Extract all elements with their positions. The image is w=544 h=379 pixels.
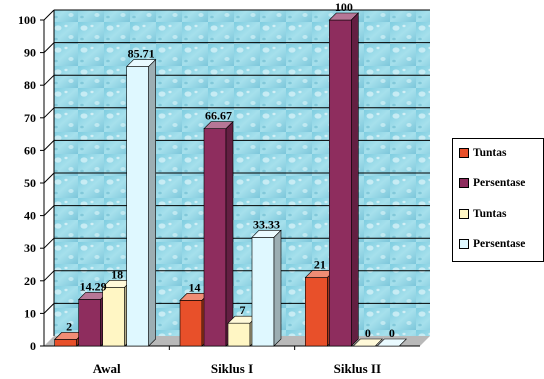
x-category-label: Awal (93, 361, 121, 376)
bars (53, 12, 408, 347)
y-tick-label: 50 (24, 176, 36, 190)
y-tick-label: 80 (24, 78, 36, 92)
data-label: 21 (314, 258, 326, 272)
bar-side (225, 120, 234, 347)
legend-item-2: Persentase (459, 175, 525, 191)
bar-side (351, 12, 359, 347)
gridline-side (43, 140, 55, 151)
bar-top (352, 338, 384, 347)
y-tick-label: 70 (24, 111, 36, 125)
data-label: 85.71 (128, 47, 155, 61)
x-category-label: Siklus II (334, 361, 381, 376)
bar (78, 299, 101, 347)
data-label: 66.67 (205, 109, 232, 123)
y-tick-labels: 0 10 20 30 40 50 60 70 80 90 100 (18, 13, 36, 353)
gridline-side (43, 270, 55, 282)
legend-label-3: Tuntas (473, 208, 507, 220)
y-tick-label: 20 (24, 274, 36, 288)
x-category-labels: Awal Siklus I Siklus II (93, 361, 381, 376)
legend-swatch-1 (459, 148, 469, 158)
x-category-label: Siklus I (211, 361, 253, 376)
legend-label-4: Persentase (473, 238, 526, 250)
data-label: 14.29 (80, 279, 107, 293)
bar-side (148, 58, 156, 347)
bar (54, 339, 77, 347)
y-tick-label: 90 (24, 46, 36, 60)
data-label: 0 (389, 326, 395, 340)
legend-item-3: Tuntas (459, 206, 506, 222)
legend-label-2: Persentase (473, 177, 526, 189)
bar (179, 300, 203, 347)
bar (227, 322, 251, 347)
bar-side (273, 229, 282, 347)
data-label: 14 (189, 280, 201, 294)
gridline-side (43, 237, 55, 249)
y-tick-label: 100 (18, 13, 36, 27)
data-label: 0 (365, 326, 371, 340)
gridline-side (43, 74, 55, 86)
bar (102, 287, 125, 347)
bar (126, 66, 149, 347)
gridline-side (43, 205, 55, 216)
bar-top (376, 338, 408, 347)
legend-item-1: Tuntas (459, 145, 506, 161)
y-tick-label: 30 (24, 241, 36, 255)
data-label: 100 (335, 0, 353, 14)
gridline-side (43, 172, 55, 184)
gridline-side (43, 9, 55, 21)
data-label: 7 (240, 303, 246, 317)
data-label: 33.33 (253, 217, 280, 231)
data-label: 2 (66, 319, 72, 333)
bar (203, 128, 227, 347)
legend-item-4: Persentase (459, 236, 525, 252)
y-tick-label: 60 (24, 143, 36, 157)
y-tick-label: 10 (24, 306, 36, 320)
bar (305, 277, 328, 347)
gridline-side (43, 107, 55, 119)
legend-swatch-2 (459, 178, 469, 188)
gridline-side (43, 42, 55, 53)
legend-label-1: Tuntas (473, 147, 507, 159)
legend-swatch-4 (459, 239, 469, 249)
legend-swatch-3 (459, 209, 469, 219)
y-tick-label: 0 (30, 339, 36, 353)
gridline-side (43, 303, 55, 314)
bar (329, 19, 352, 347)
gridlines (43, 9, 430, 314)
data-labels: 2 14.29 18 85.71 14 66.67 7 33.33 21 100 0 0 (66, 0, 395, 340)
legend: Tuntas Persentase Tuntas Persentase (452, 138, 544, 262)
bar (251, 237, 275, 347)
y-tick-label: 40 (24, 209, 36, 223)
data-label: 18 (111, 267, 123, 281)
